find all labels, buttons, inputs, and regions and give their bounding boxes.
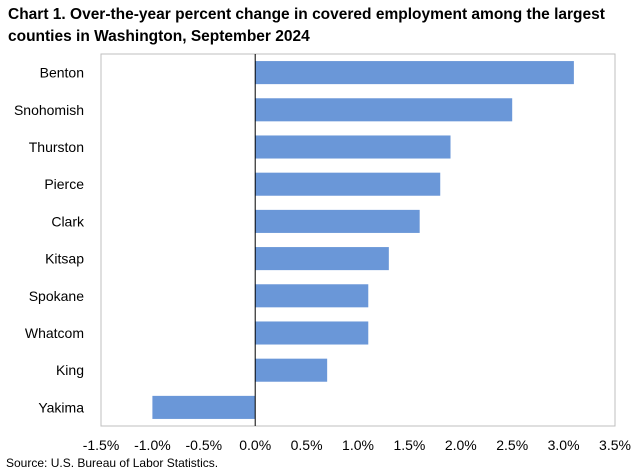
- x-tick-label: 2.5%: [496, 437, 528, 453]
- x-tick-labels: -1.5% -1.0% -0.5% 0.0% 0.5% 1.0% 1.5% 2.0% 2.5% 3…: [83, 437, 631, 453]
- category-labels: Benton Snohomish Thurston Pierce Clark Kitsap…: [14, 65, 85, 416]
- plot-frame: [100, 53, 616, 427]
- source-note: Source: U.S. Bureau of Labor Statistics.: [6, 456, 219, 470]
- x-tick-label: 0.5%: [291, 437, 323, 453]
- x-tick-label: 3.0%: [548, 437, 580, 453]
- x-tick-label: -0.5%: [186, 437, 223, 453]
- x-tick-label: 1.0%: [342, 437, 374, 453]
- x-tick-label: 0.0%: [239, 437, 271, 453]
- chart-title: Chart 1. Over-the-year percent change in…: [8, 6, 605, 45]
- bar-benton: [255, 61, 574, 85]
- bar-thurston: [255, 135, 451, 159]
- category-label-yakima: Yakima: [38, 399, 84, 415]
- x-tick-label: 3.5%: [599, 437, 631, 453]
- bar-kitsap: [255, 247, 389, 271]
- bar-spokane: [255, 284, 369, 308]
- x-tick-label: 1.5%: [393, 437, 425, 453]
- x-tick-label: 2.0%: [445, 437, 477, 453]
- bar-yakima: [152, 395, 256, 419]
- category-label-benton: Benton: [40, 65, 84, 81]
- bar-pierce: [255, 172, 441, 196]
- bars-layer: [152, 61, 574, 419]
- category-label-clark: Clark: [51, 213, 85, 229]
- bar-snohomish: [255, 98, 513, 122]
- category-label-thurston: Thurston: [29, 139, 84, 155]
- category-label-whatcom: Whatcom: [25, 325, 84, 341]
- bar-king: [255, 358, 328, 382]
- category-label-pierce: Pierce: [44, 176, 84, 192]
- category-label-kitsap: Kitsap: [45, 251, 84, 267]
- bar-clark: [255, 209, 420, 233]
- x-tick-label: -1.0%: [134, 437, 171, 453]
- bar-whatcom: [255, 321, 369, 345]
- x-tick-label: -1.5%: [83, 437, 120, 453]
- category-label-spokane: Spokane: [29, 288, 84, 304]
- category-label-snohomish: Snohomish: [14, 102, 84, 118]
- category-label-king: King: [56, 362, 84, 378]
